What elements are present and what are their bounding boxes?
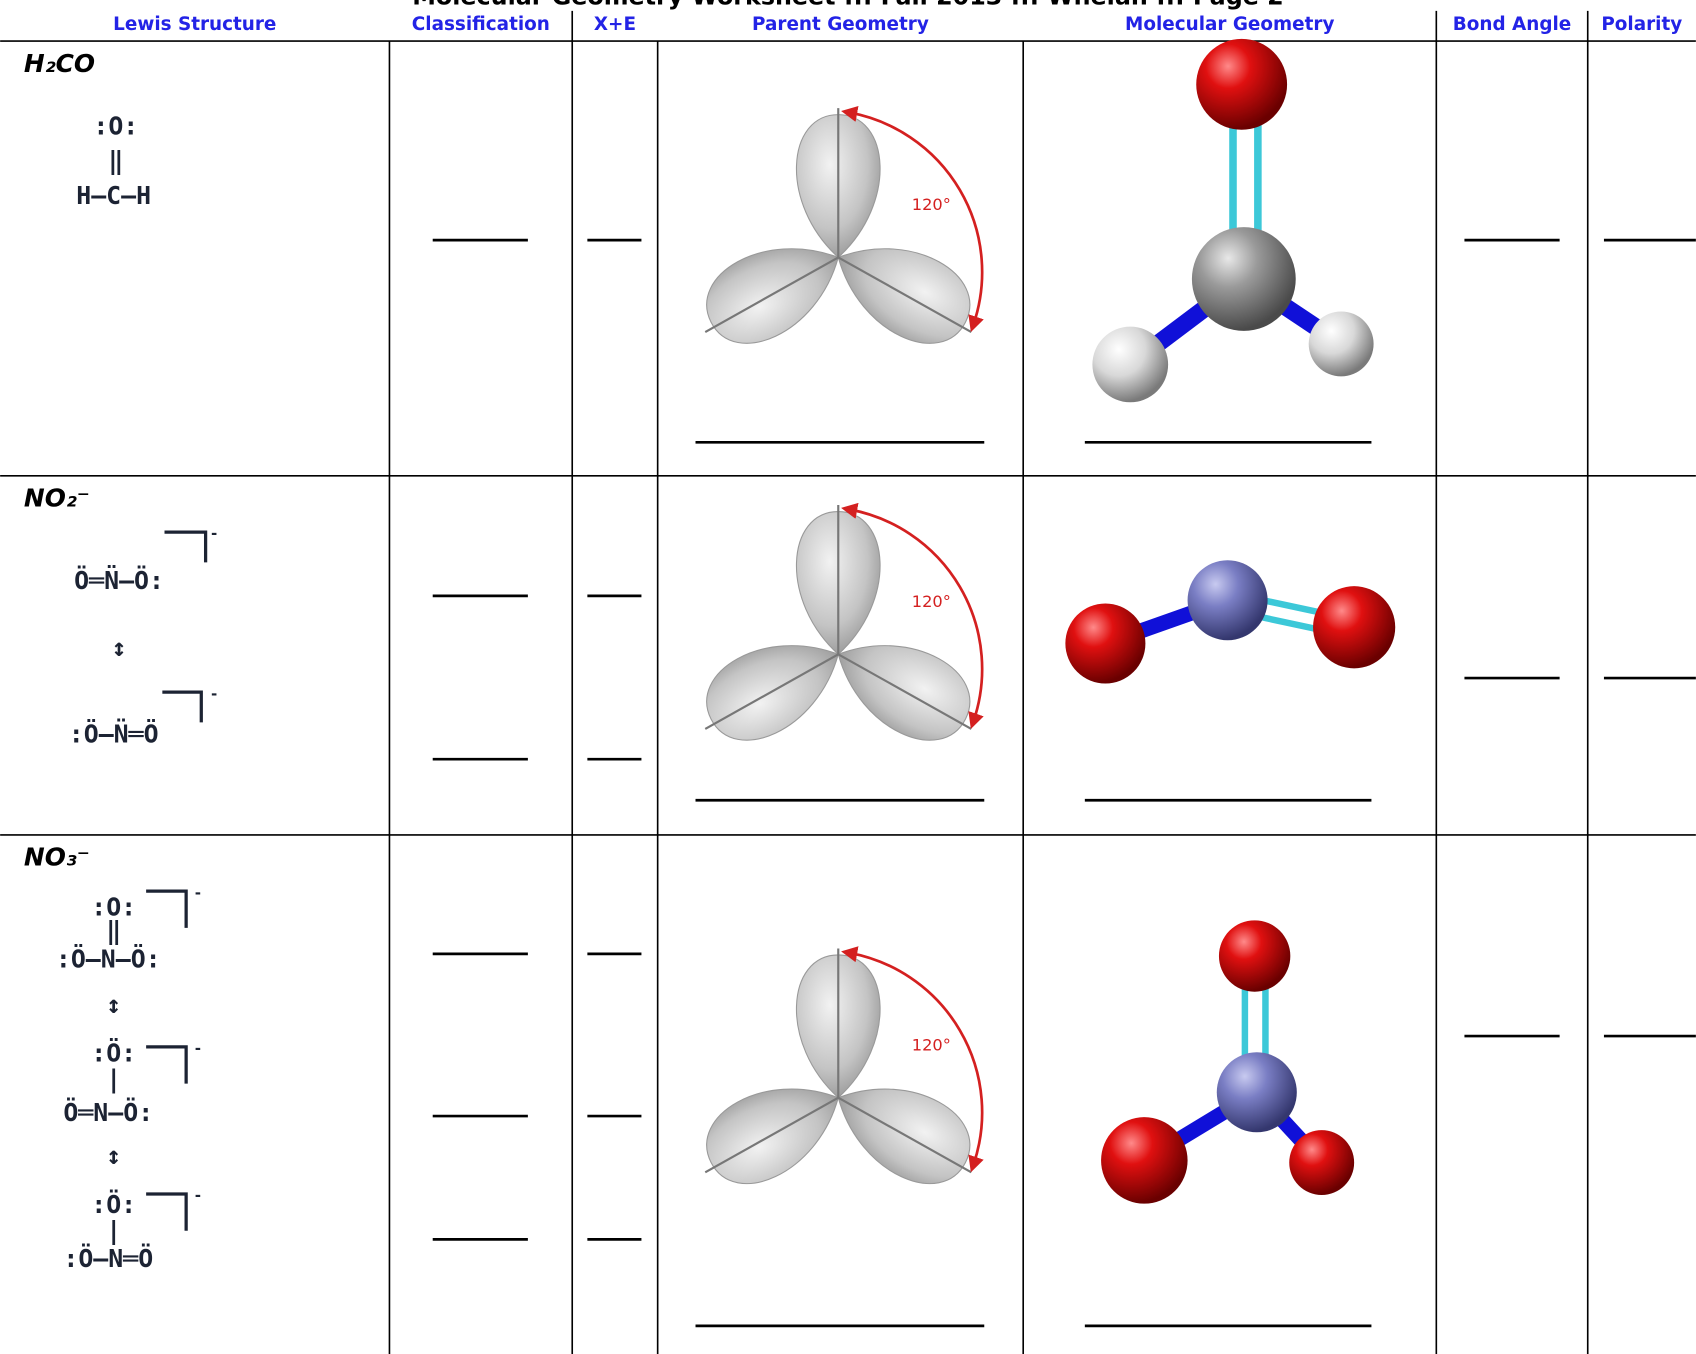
charge: - <box>211 685 217 703</box>
bracket <box>146 1045 188 1084</box>
column-header: Polarity <box>1601 14 1682 35</box>
lewis-line: Ö═N̈—Ö: <box>74 565 164 595</box>
lewis-line: ‖ <box>106 916 121 945</box>
lewis-line: :Ö—N̈═Ö <box>69 718 159 748</box>
lewis-line: | <box>106 1216 121 1245</box>
lewis-line: :Ö: <box>91 1037 136 1067</box>
page-title: Molecular Geometry Worksheet ::: Fall 20… <box>412 0 1283 10</box>
angle-arc <box>841 502 984 730</box>
axis <box>704 256 839 333</box>
formula: H₂CO <box>24 49 95 78</box>
axis <box>704 653 839 730</box>
lewis-line: ↕ <box>106 1141 121 1170</box>
orbital-lobe <box>706 1088 839 1185</box>
bracket <box>146 889 188 928</box>
lewis-line: :O: <box>91 892 136 921</box>
molecule-h2co <box>1092 38 1374 403</box>
parent-geometry-model: 120° <box>704 502 984 741</box>
lewis-line: ↕ <box>106 990 121 1019</box>
charge: - <box>195 1187 201 1205</box>
lewis-line: :Ö—N—Ö: <box>56 943 161 973</box>
lewis-line: :Ö—N═Ö <box>63 1243 153 1273</box>
table-content: Lewis Structure Classification X+E Parent G… <box>24 14 1696 1328</box>
angle-label: 120° <box>912 592 951 611</box>
column-header: Molecular Geometry <box>1125 14 1334 35</box>
angle-arc <box>841 946 984 1173</box>
angle-label: 120° <box>912 195 951 214</box>
orbital-lobe <box>706 248 839 344</box>
lewis-line: ‖ <box>108 146 123 175</box>
molecule-no2 <box>1065 560 1396 684</box>
column-header: Lewis Structure <box>113 14 276 35</box>
bracket <box>164 530 208 563</box>
bracket <box>146 1192 188 1231</box>
lewis-line: :O: <box>93 112 138 141</box>
molecule-no3 <box>1101 920 1355 1204</box>
angle-arc <box>841 105 984 333</box>
lewis-line: | <box>106 1064 121 1093</box>
formula: NO₃⁻ <box>24 843 90 872</box>
orbital-lobe <box>706 645 839 741</box>
column-header: Parent Geometry <box>752 14 929 35</box>
table-grid <box>0 10 1696 1354</box>
formula: NO₂⁻ <box>24 484 90 513</box>
axis <box>704 1096 839 1174</box>
lewis-line: ↕ <box>112 633 127 662</box>
parent-geometry-model: 120° <box>704 946 984 1185</box>
angle-label: 120° <box>912 1035 951 1054</box>
column-header: Bond Angle <box>1453 14 1571 35</box>
bracket <box>162 690 203 723</box>
lewis-line: Ö═N—Ö: <box>63 1097 153 1127</box>
charge: - <box>195 1040 201 1058</box>
charge: - <box>211 525 217 543</box>
column-header: Classification <box>412 14 550 35</box>
lewis-line: :Ö: <box>91 1189 136 1219</box>
lewis-line: H—C—H <box>76 181 151 210</box>
column-header: X+E <box>594 14 636 35</box>
charge: - <box>195 884 201 902</box>
parent-geometry-model: 120° <box>704 105 984 344</box>
